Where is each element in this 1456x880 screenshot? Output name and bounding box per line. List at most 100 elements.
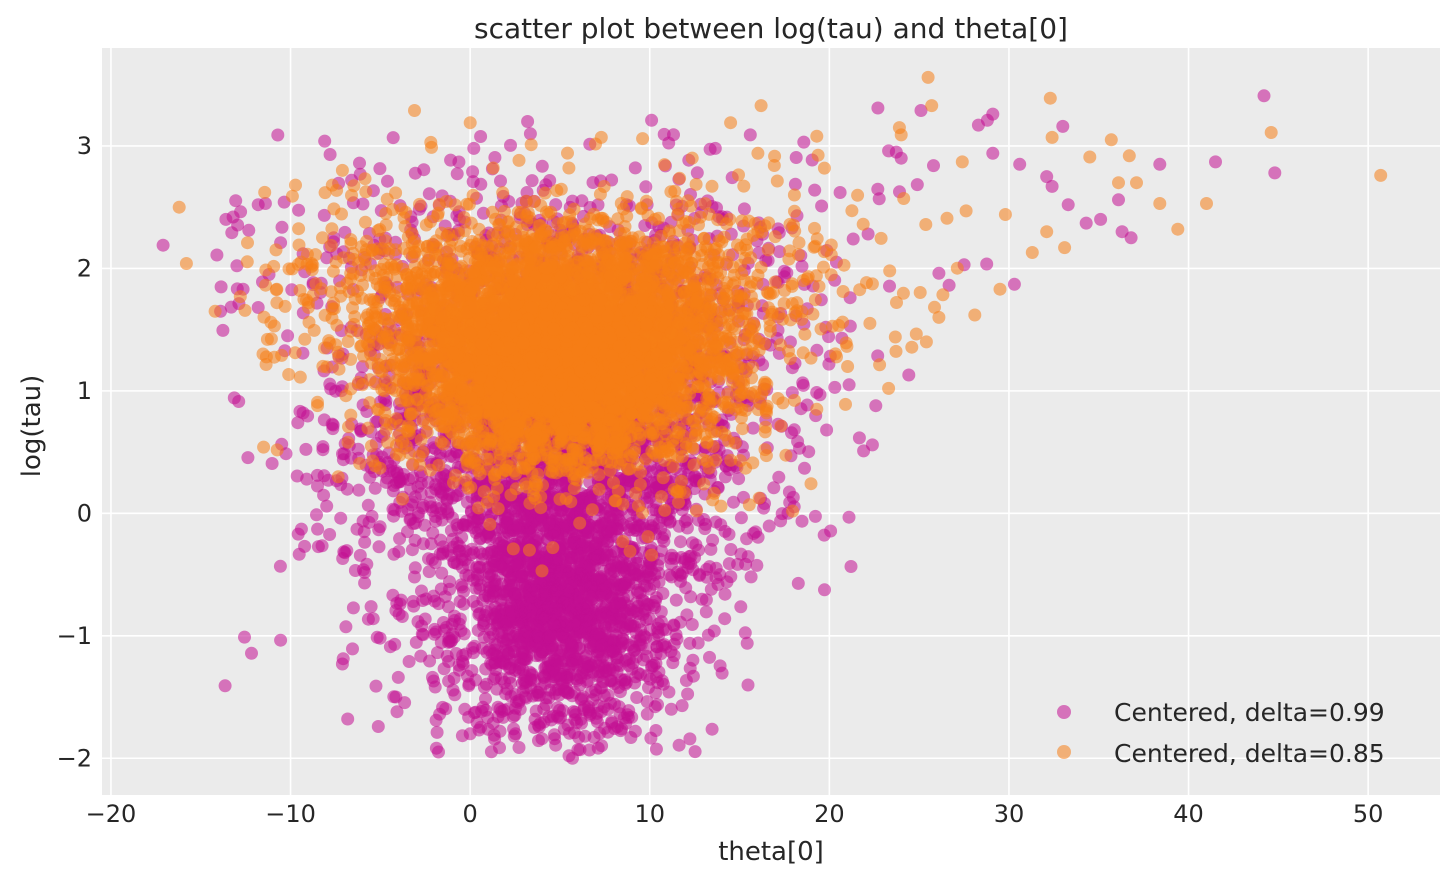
point-delta-099: [457, 597, 471, 611]
point-delta-099: [299, 442, 313, 456]
point-delta-099: [552, 688, 566, 702]
point-delta-099: [335, 657, 349, 671]
point-delta-099: [434, 506, 448, 520]
point-delta-099: [704, 582, 718, 596]
point-delta-099: [1124, 231, 1138, 245]
point-delta-099: [708, 141, 722, 155]
point-delta-099: [583, 613, 597, 627]
point-delta-099: [430, 725, 444, 739]
point-delta-099: [448, 688, 462, 702]
point-delta-099: [567, 726, 581, 740]
point-delta-099: [631, 586, 645, 600]
point-delta-099: [229, 194, 243, 208]
point-delta-099: [638, 604, 652, 618]
point-delta-099: [535, 159, 549, 173]
point-delta-099: [718, 612, 732, 626]
point-delta-099: [334, 511, 348, 525]
point-delta-099: [789, 151, 803, 164]
point-delta-099: [326, 422, 340, 436]
point-delta-099: [426, 670, 439, 684]
point-delta-099: [743, 128, 757, 142]
point-delta-085: [817, 161, 831, 175]
point-delta-099: [365, 509, 379, 523]
point-delta-099: [1209, 155, 1222, 169]
point-delta-099: [544, 628, 557, 642]
point-delta-099: [386, 131, 400, 145]
point-delta-099: [462, 679, 476, 693]
point-delta-099: [654, 605, 668, 619]
point-delta-099: [681, 687, 695, 701]
point-delta-099: [628, 724, 642, 738]
point-delta-099: [339, 620, 353, 634]
point-delta-099: [317, 208, 331, 222]
point-delta-099: [216, 323, 230, 337]
point-delta-099: [833, 186, 847, 199]
point-delta-099: [323, 148, 337, 161]
point-delta-099: [705, 722, 719, 736]
point-delta-099: [685, 536, 699, 550]
point-delta-099: [281, 329, 295, 343]
point-delta-099: [311, 479, 324, 493]
point-delta-099: [408, 570, 421, 584]
point-delta-099: [467, 141, 481, 155]
point-delta-099: [1268, 166, 1282, 180]
point-delta-099: [762, 519, 776, 533]
point-delta-099: [683, 636, 697, 650]
point-delta-099: [910, 178, 924, 192]
point-delta-099: [610, 720, 624, 734]
point-delta-099: [718, 524, 732, 538]
point-delta-099: [458, 702, 472, 716]
point-delta-099: [214, 280, 228, 294]
point-delta-099: [356, 563, 370, 577]
point-delta-099: [467, 515, 481, 529]
point-delta-099: [777, 264, 791, 278]
point-delta-099: [258, 197, 272, 210]
point-delta-099: [225, 226, 239, 240]
point-delta-099: [487, 728, 501, 742]
point-delta-099: [1013, 157, 1027, 171]
point-delta-099: [575, 538, 588, 551]
point-delta-099: [457, 627, 471, 641]
point-delta-099: [291, 416, 305, 430]
point-delta-099: [657, 127, 671, 141]
point-delta-085: [396, 492, 409, 506]
point-delta-099: [639, 180, 653, 194]
point-delta-099: [894, 151, 908, 165]
point-delta-099: [552, 552, 566, 566]
point-delta-099: [503, 662, 516, 676]
point-delta-099: [357, 525, 371, 539]
point-delta-099: [718, 587, 732, 601]
point-delta-099: [732, 472, 746, 486]
point-delta-099: [323, 528, 337, 541]
point-delta-099: [706, 533, 720, 547]
point-delta-099: [318, 134, 332, 148]
point-delta-099: [422, 187, 436, 201]
point-delta-099: [734, 511, 748, 525]
point-delta-099: [724, 543, 738, 556]
point-delta-099: [352, 483, 366, 497]
point-delta-099: [869, 399, 883, 413]
point-delta-099: [548, 732, 562, 746]
point-delta-099: [808, 183, 822, 197]
point-delta-099: [1112, 193, 1125, 207]
point-delta-099: [541, 653, 555, 667]
point-delta-099: [616, 636, 630, 650]
point-delta-099: [442, 631, 456, 645]
point-delta-099: [519, 691, 533, 705]
point-delta-099: [462, 558, 475, 572]
point-delta-099: [525, 174, 539, 188]
point-delta-099: [291, 527, 305, 541]
point-delta-099: [564, 638, 578, 652]
point-delta-099: [560, 674, 574, 688]
point-delta-099: [521, 115, 535, 128]
point-delta-099: [356, 197, 370, 211]
point-delta-099: [341, 712, 355, 726]
point-delta-099: [1061, 198, 1075, 212]
point-delta-099: [587, 730, 601, 744]
point-delta-099: [574, 671, 588, 685]
point-delta-099: [538, 586, 552, 600]
point-delta-099: [273, 559, 287, 573]
point-delta-099: [466, 165, 480, 179]
point-delta-099: [980, 257, 994, 271]
point-delta-099: [608, 573, 622, 587]
